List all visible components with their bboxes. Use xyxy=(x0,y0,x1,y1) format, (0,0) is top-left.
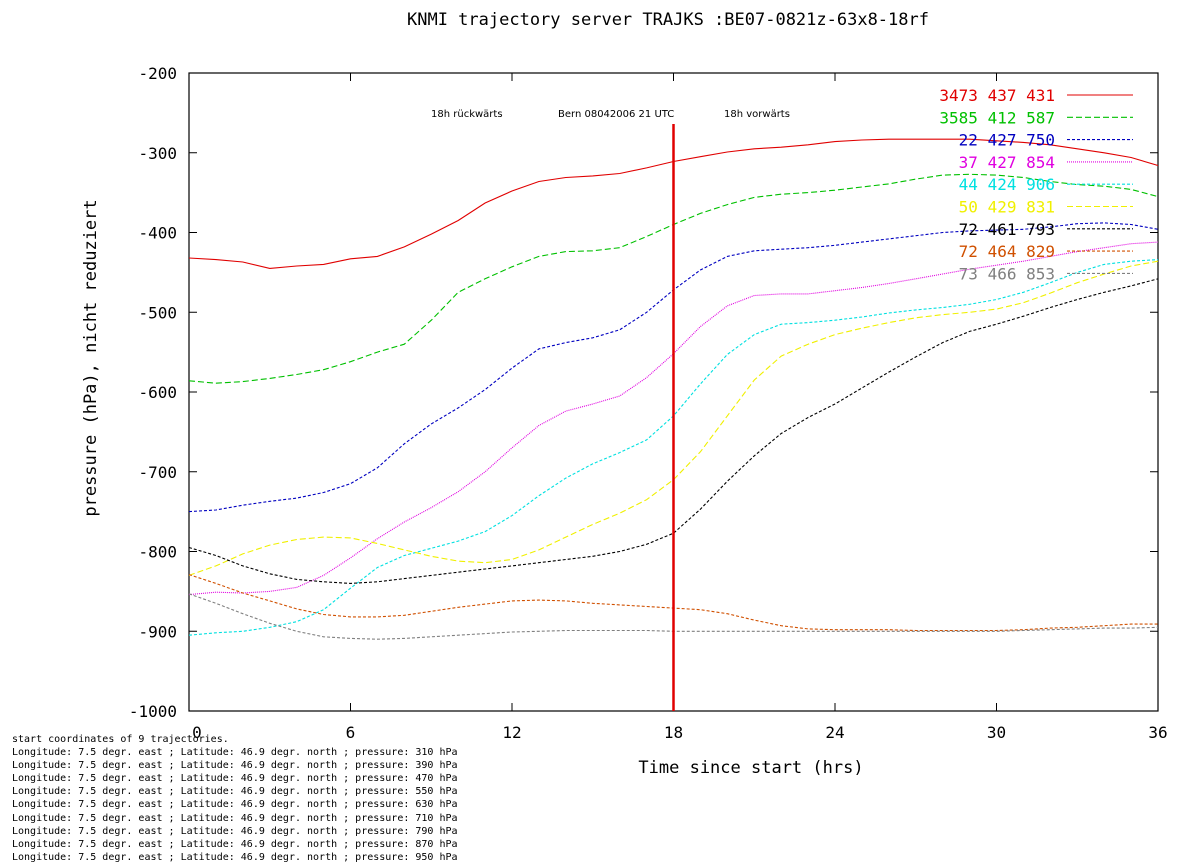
start-coordinates: start coordinates of 9 trajectories. Lon… xyxy=(12,733,458,864)
y-tick-label: -600 xyxy=(138,383,177,402)
y-tick-label: -1000 xyxy=(129,702,177,721)
y-tick-label: -200 xyxy=(138,64,177,83)
annotation-forward: 18h vorwärts xyxy=(724,109,790,120)
start-coordinate-line: Longitude: 7.5 degr. east ; Latitude: 46… xyxy=(12,825,458,837)
legend-label: 72 464 829 xyxy=(959,242,1055,261)
x-tick-label: 24 xyxy=(825,723,844,742)
legend-label: 37 427 854 xyxy=(959,153,1055,172)
chart-title: KNMI trajectory server TRAJKS :BE07-0821… xyxy=(407,10,929,30)
legend-label: 73 466 853 xyxy=(959,264,1055,283)
x-tick-label: 36 xyxy=(1148,723,1167,742)
x-tick-label: 18 xyxy=(664,723,683,742)
start-coordinate-line: Longitude: 7.5 degr. east ; Latitude: 46… xyxy=(12,799,458,811)
y-tick-label: -900 xyxy=(138,622,177,641)
x-tick-label: 12 xyxy=(502,723,521,742)
legend-label: 22 427 750 xyxy=(959,131,1055,150)
legend-label: 50 429 831 xyxy=(959,198,1055,217)
start-coordinate-line: Longitude: 7.5 degr. east ; Latitude: 46… xyxy=(12,838,458,850)
legend: 3473 437 431 3585 412 587 22 427 750 37 427… xyxy=(939,86,1133,283)
series-line-7 xyxy=(188,278,1159,584)
annotation-backward: 18h rückwärts xyxy=(431,109,503,120)
legend-label: 72 461 793 xyxy=(959,220,1055,239)
y-axis: -200 -300 -400 -500 -600 -700 -800 -900 -1000 xyxy=(129,64,1158,721)
y-tick-label: -700 xyxy=(138,463,177,482)
series-line-6 xyxy=(188,260,1159,576)
annotation-center: Bern 08042006 21 UTC xyxy=(558,109,674,120)
start-coordinates-heading: start coordinates of 9 trajectories. xyxy=(12,734,229,745)
y-tick-label: -400 xyxy=(138,224,177,243)
y-tick-label: -500 xyxy=(138,303,177,322)
legend-label: 3473 437 431 xyxy=(939,86,1055,105)
start-coordinates-list: Longitude: 7.5 degr. east ; Latitude: 46… xyxy=(12,746,458,864)
x-tick-label: 0 xyxy=(192,723,202,742)
start-coordinate-line: Longitude: 7.5 degr. east ; Latitude: 46… xyxy=(12,747,458,759)
x-axis-label: Time since start (hrs) xyxy=(638,758,863,778)
start-coordinate-line: Longitude: 7.5 degr. east ; Latitude: 46… xyxy=(12,851,458,863)
y-axis-label: pressure (hPa), nicht reduziert xyxy=(81,199,101,516)
y-tick-label: -800 xyxy=(138,543,177,562)
x-axis: 0 6 12 18 24 30 36 xyxy=(188,73,1168,742)
start-coordinate-line: Longitude: 7.5 degr. east ; Latitude: 46… xyxy=(12,812,458,824)
start-coordinate-line: Longitude: 7.5 degr. east ; Latitude: 46… xyxy=(12,786,458,798)
x-tick-label: 6 xyxy=(346,723,356,742)
start-coordinate-line: Longitude: 7.5 degr. east ; Latitude: 46… xyxy=(12,760,458,772)
y-tick-label: -300 xyxy=(138,144,177,163)
legend-label: 44 424 906 xyxy=(959,175,1055,194)
x-tick-label: 30 xyxy=(987,723,1006,742)
legend-label: 3585 412 587 xyxy=(939,108,1055,127)
start-coordinate-line: Longitude: 7.5 degr. east ; Latitude: 46… xyxy=(12,773,458,785)
